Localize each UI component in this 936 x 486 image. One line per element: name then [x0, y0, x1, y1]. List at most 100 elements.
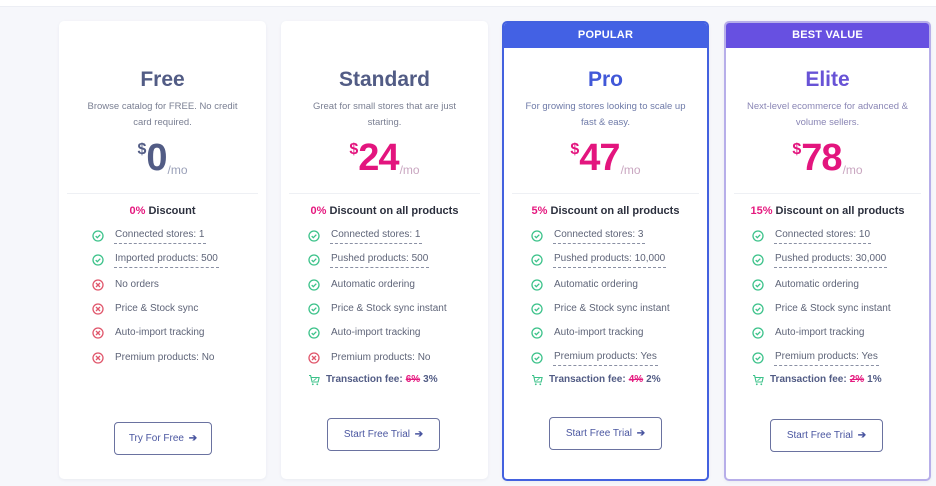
feature-text: Auto-import tracking	[115, 327, 205, 339]
feature-item: Connected stores: 1	[92, 224, 266, 248]
feature-item: Premium products: No	[92, 345, 266, 369]
feature-item: Automatic ordering	[308, 273, 488, 297]
feature-item: Premium products: Yes	[752, 345, 929, 369]
discount-label: 0% Discount	[129, 205, 196, 217]
old-fee: 4%	[628, 374, 644, 386]
feature-text: Price & Stock sync instant	[331, 303, 447, 315]
price-amount: 0	[146, 137, 167, 179]
try-for-free-button[interactable]: Try For Free ➔	[114, 422, 212, 455]
arrow-right-icon: ➔	[857, 430, 867, 441]
divider	[734, 193, 921, 194]
new-fee: 2%	[646, 374, 661, 386]
divider	[512, 193, 699, 194]
feature-tooltip-text[interactable]: Pushed products: 30,000	[774, 252, 888, 269]
feature-tooltip-text[interactable]: Connected stores: 1	[114, 228, 206, 245]
plan-card-free: Free Browse catalog for FREE. No credit …	[59, 21, 266, 479]
feature-tooltip-text[interactable]: Connected stores: 10	[774, 228, 872, 245]
plan-price: $ 24 /mo	[281, 137, 488, 181]
x-circle-icon	[308, 351, 320, 364]
check-circle-icon	[531, 254, 543, 267]
check-circle-icon	[308, 303, 320, 315]
check-circle-icon	[308, 327, 320, 339]
feature-tooltip-text[interactable]: Pushed products: 10,000	[553, 252, 667, 269]
plan-description: Next-level ecommerce for advanced & volu…	[746, 101, 909, 128]
feature-text: Automatic ordering	[775, 278, 859, 290]
feature-tooltip-text[interactable]: Connected stores: 1	[330, 228, 422, 245]
x-circle-icon	[92, 303, 104, 315]
feature-text: Premium products: No	[115, 351, 215, 363]
check-circle-icon	[308, 279, 320, 291]
check-circle-icon	[531, 230, 543, 242]
check-circle-icon	[752, 230, 764, 242]
check-circle-icon	[531, 279, 543, 291]
plan-card-standard: Standard Great for small stores that are…	[281, 21, 488, 479]
feature-tooltip-text[interactable]: Pushed products: 500	[330, 252, 430, 269]
plan-name: Free	[140, 68, 185, 91]
arrow-right-icon: ➔	[636, 428, 646, 439]
feature-text: Automatic ordering	[554, 278, 638, 290]
feature-item: Auto-import tracking	[92, 321, 266, 345]
feature-text: No orders	[115, 278, 159, 290]
feature-item: Price & Stock sync	[92, 297, 266, 321]
feature-list: Connected stores: 3 Pushed products: 10,…	[504, 224, 707, 390]
check-circle-icon	[752, 303, 764, 315]
feature-text: Price & Stock sync	[115, 303, 199, 315]
start-free-trial-button[interactable]: Start Free Trial ➔	[549, 417, 662, 450]
top-header-strip	[0, 0, 936, 7]
currency-symbol: $	[349, 141, 359, 158]
check-circle-icon	[92, 254, 104, 267]
start-free-trial-button[interactable]: Start Free Trial ➔	[770, 419, 883, 452]
feature-tooltip-text[interactable]: Connected stores: 3	[553, 228, 645, 245]
cart-percent-icon	[309, 374, 320, 385]
price-period: /mo	[620, 163, 641, 177]
feature-item: Price & Stock sync instant	[531, 297, 707, 321]
check-circle-icon	[531, 327, 543, 339]
feature-tooltip-text[interactable]: Premium products: Yes	[774, 350, 879, 366]
feature-text: Auto-import tracking	[775, 327, 865, 339]
price-period: /mo	[842, 163, 863, 177]
check-circle-icon	[752, 254, 764, 267]
feature-item: Connected stores: 3	[531, 224, 707, 248]
price-amount: 78	[801, 137, 842, 179]
discount-label: 5% Discount on all products	[531, 205, 680, 217]
popular-ribbon: POPULAR	[504, 23, 707, 48]
feature-text: Automatic ordering	[331, 278, 415, 290]
start-free-trial-button[interactable]: Start Free Trial ➔	[327, 418, 440, 451]
plan-price: $ 78 /mo	[726, 137, 929, 181]
plan-name: Standard	[338, 68, 430, 91]
feature-text: Premium products: No	[331, 351, 431, 363]
feature-item: Premium products: Yes	[531, 345, 707, 369]
plan-name: Elite	[805, 68, 850, 91]
feature-tooltip-text[interactable]: Premium products: Yes	[553, 350, 658, 366]
price-period: /mo	[167, 163, 188, 177]
feature-item: Price & Stock sync instant	[308, 297, 488, 321]
feature-list: Connected stores: 1 Imported products: 5…	[59, 224, 266, 370]
feature-item: Automatic ordering	[531, 273, 707, 297]
plan-price: $ 0 /mo	[59, 137, 266, 181]
plan-description: For growing stores looking to scale up f…	[525, 101, 686, 128]
price-amount: 47	[579, 137, 620, 179]
price-period: /mo	[399, 163, 420, 177]
feature-item: Premium products: No	[308, 345, 488, 369]
check-circle-icon	[752, 351, 764, 364]
best-value-ribbon: BEST VALUE	[726, 23, 929, 48]
plan-name: Pro	[587, 68, 623, 91]
feature-item: Auto-import tracking	[531, 321, 707, 345]
feature-item: No orders	[92, 273, 266, 297]
cart-percent-icon	[532, 374, 543, 385]
currency-symbol: $	[792, 141, 802, 158]
feature-tooltip-text[interactable]: Imported products: 500	[114, 252, 219, 269]
arrow-right-icon: ➔	[188, 433, 198, 444]
feature-item: Connected stores: 1	[308, 224, 488, 248]
plan-description: Browse catalog for FREE. No credit card …	[87, 101, 238, 128]
x-circle-icon	[92, 327, 104, 339]
plan-description: Great for small stores that are just sta…	[312, 101, 457, 128]
check-circle-icon	[752, 279, 764, 291]
old-fee: 6%	[405, 374, 421, 386]
check-circle-icon	[308, 230, 320, 242]
arrow-right-icon: ➔	[414, 429, 424, 440]
divider	[289, 193, 480, 194]
feature-text: Price & Stock sync instant	[554, 303, 670, 315]
x-circle-icon	[92, 279, 104, 291]
divider	[67, 193, 258, 194]
